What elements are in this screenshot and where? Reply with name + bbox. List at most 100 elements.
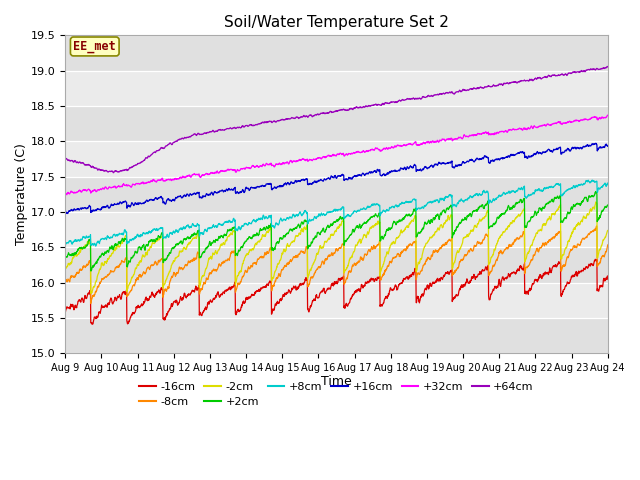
+2cm — [489, 223, 497, 229]
+8cm — [92, 243, 99, 249]
-8cm — [326, 253, 333, 259]
Bar — [65, 71, 608, 106]
-8cm — [588, 228, 596, 234]
-2cm — [489, 253, 497, 259]
+16cm — [604, 143, 612, 149]
+2cm — [604, 202, 612, 208]
-2cm — [588, 206, 596, 212]
+32cm — [90, 188, 97, 193]
Bar — [65, 36, 608, 71]
-2cm — [326, 236, 333, 241]
Bar — [65, 177, 608, 212]
Y-axis label: Temperature (C): Temperature (C) — [15, 144, 28, 245]
+32cm — [311, 156, 319, 162]
-2cm — [90, 285, 97, 290]
-16cm — [326, 285, 333, 291]
Legend: -16cm, -8cm, -2cm, +2cm, +8cm, +16cm, +32cm, +64cm: -16cm, -8cm, -2cm, +2cm, +8cm, +16cm, +3… — [135, 377, 538, 411]
+2cm — [61, 253, 69, 259]
-2cm — [87, 290, 95, 296]
+64cm — [109, 170, 117, 176]
+32cm — [588, 115, 596, 120]
+32cm — [588, 115, 596, 120]
+16cm — [61, 209, 69, 215]
-8cm — [604, 242, 612, 248]
-2cm — [592, 199, 600, 205]
-16cm — [489, 288, 497, 294]
+64cm — [604, 64, 612, 70]
Title: Soil/Water Temperature Set 2: Soil/Water Temperature Set 2 — [224, 15, 449, 30]
-2cm — [61, 265, 69, 271]
+16cm — [588, 141, 596, 147]
+16cm — [489, 157, 497, 163]
X-axis label: Time: Time — [321, 374, 352, 387]
+32cm — [604, 112, 612, 118]
+2cm — [87, 268, 95, 274]
+8cm — [326, 209, 333, 215]
+8cm — [588, 178, 596, 184]
Line: +2cm: +2cm — [65, 192, 608, 271]
-8cm — [489, 264, 497, 269]
+32cm — [604, 112, 611, 118]
-8cm — [311, 270, 319, 276]
-8cm — [90, 293, 97, 299]
-2cm — [604, 228, 612, 233]
+64cm — [588, 67, 596, 72]
+2cm — [90, 264, 97, 270]
+16cm — [64, 211, 72, 216]
Bar — [65, 247, 608, 283]
+2cm — [592, 189, 600, 194]
-16cm — [90, 320, 97, 325]
Bar — [65, 318, 608, 353]
-2cm — [311, 257, 319, 263]
Text: EE_met: EE_met — [74, 40, 116, 53]
-8cm — [588, 229, 596, 235]
Line: -8cm: -8cm — [65, 226, 608, 303]
-16cm — [588, 262, 596, 267]
-16cm — [591, 256, 599, 262]
Line: +16cm: +16cm — [65, 143, 608, 214]
Line: +8cm: +8cm — [65, 180, 608, 246]
Bar — [65, 106, 608, 142]
+2cm — [588, 192, 596, 198]
+2cm — [311, 235, 319, 240]
+32cm — [61, 190, 69, 196]
+32cm — [63, 192, 70, 198]
+32cm — [489, 132, 497, 137]
Bar — [65, 142, 608, 177]
+8cm — [588, 178, 596, 184]
+16cm — [588, 141, 596, 147]
-16cm — [61, 308, 69, 314]
Bar — [65, 283, 608, 318]
+8cm — [89, 240, 97, 246]
+64cm — [489, 83, 497, 89]
-8cm — [61, 278, 69, 284]
+32cm — [326, 153, 333, 158]
-2cm — [588, 207, 596, 213]
+8cm — [311, 214, 319, 220]
+8cm — [604, 181, 612, 187]
Line: +32cm: +32cm — [65, 115, 608, 195]
+64cm — [61, 156, 69, 162]
Bar — [65, 212, 608, 247]
+16cm — [326, 176, 333, 181]
+64cm — [588, 67, 596, 72]
+2cm — [588, 193, 596, 199]
-16cm — [88, 321, 96, 327]
+8cm — [489, 198, 497, 204]
+8cm — [61, 242, 69, 248]
+16cm — [311, 178, 319, 184]
-16cm — [588, 261, 596, 267]
+16cm — [90, 207, 97, 213]
Line: -2cm: -2cm — [65, 202, 608, 293]
+64cm — [311, 112, 319, 118]
+2cm — [326, 224, 333, 230]
-8cm — [593, 223, 600, 229]
Line: -16cm: -16cm — [65, 259, 608, 324]
+64cm — [326, 109, 333, 115]
Line: +64cm: +64cm — [65, 67, 608, 173]
-16cm — [604, 275, 612, 280]
+16cm — [592, 140, 600, 146]
-16cm — [311, 297, 319, 303]
+64cm — [89, 164, 97, 170]
+8cm — [589, 177, 596, 183]
